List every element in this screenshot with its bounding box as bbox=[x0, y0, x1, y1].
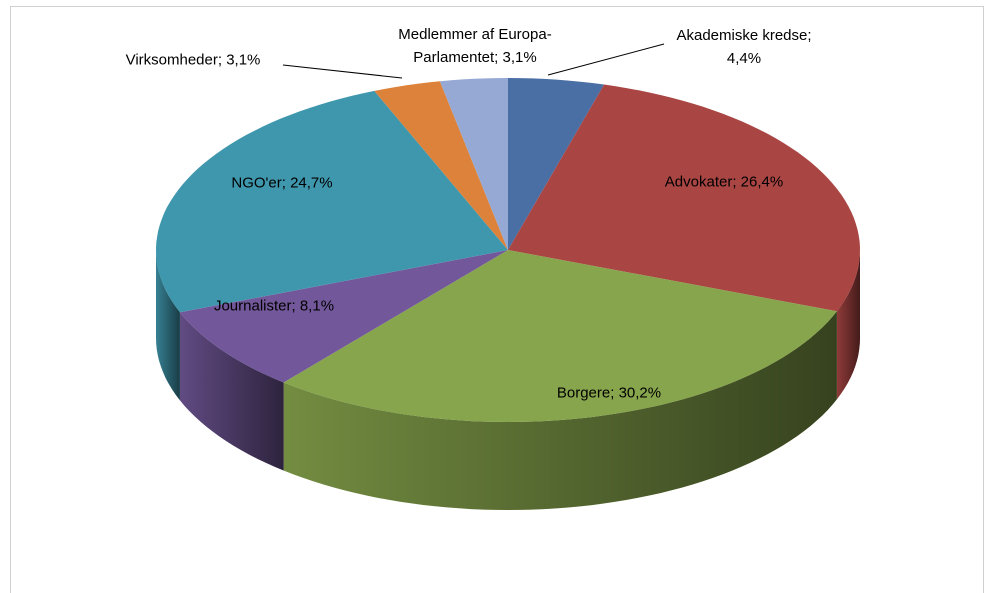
data-label: NGO'er; 24,7% bbox=[231, 174, 333, 192]
pie-slice bbox=[283, 250, 837, 422]
pie-wall-shade bbox=[283, 311, 837, 510]
chart-frame bbox=[10, 6, 984, 593]
pie-tops bbox=[156, 78, 860, 422]
pie-slice bbox=[179, 250, 508, 383]
data-label: Virksomheder; 3,1% bbox=[125, 51, 261, 69]
data-label: Akademiske kredse; 4,4% bbox=[676, 27, 812, 67]
pie-slice bbox=[508, 84, 860, 312]
data-label: Advokater; 26,4% bbox=[664, 173, 784, 191]
pie-slice bbox=[156, 90, 508, 313]
data-label: Medlemmer af Europa-Parlamentet; 3,1% bbox=[398, 26, 552, 66]
data-label: Journalister; 8,1% bbox=[213, 297, 335, 315]
data-label: Borgere; 30,2% bbox=[556, 384, 662, 402]
pie-walls bbox=[156, 250, 860, 510]
pie-slice bbox=[374, 81, 508, 250]
pie-slice bbox=[439, 78, 508, 250]
leader-line bbox=[547, 43, 665, 76]
leader-line bbox=[282, 64, 403, 79]
pie-slice bbox=[508, 78, 605, 250]
pie-wall-shade bbox=[156, 250, 180, 401]
pie-wall-shade bbox=[179, 312, 284, 471]
pie-wall-shade bbox=[836, 250, 860, 400]
